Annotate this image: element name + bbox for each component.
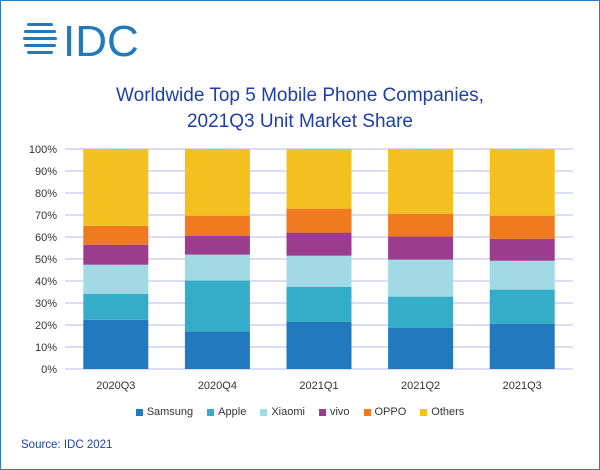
bar-segment-vivo bbox=[388, 236, 454, 260]
bar-segment-vivo bbox=[286, 232, 352, 256]
legend-label: vivo bbox=[329, 406, 350, 418]
bar-segment-vivo bbox=[489, 238, 555, 261]
y-tick-label: 50% bbox=[35, 254, 57, 266]
legend-swatch bbox=[318, 408, 326, 416]
bar-segment-apple bbox=[286, 286, 352, 322]
x-tick-label: 2021Q1 bbox=[299, 380, 338, 392]
legend-swatch bbox=[207, 408, 215, 416]
legend-item: vivo bbox=[318, 406, 350, 418]
legend-label: Xiaomi bbox=[271, 406, 305, 418]
bar-segment-apple bbox=[184, 280, 250, 332]
bar-segment-others bbox=[286, 149, 352, 209]
bar-segment-oppo bbox=[83, 225, 149, 245]
bar-segment-samsung bbox=[286, 321, 352, 369]
bar-segment-oppo bbox=[184, 215, 250, 236]
x-tick-label: 2021Q3 bbox=[503, 380, 542, 392]
y-tick-label: 80% bbox=[35, 188, 57, 200]
bar-segment-apple bbox=[388, 296, 454, 328]
legend-label: OPPO bbox=[374, 406, 407, 418]
legend-swatch bbox=[135, 408, 143, 416]
legend-swatch bbox=[260, 408, 268, 416]
bar-segment-apple bbox=[489, 289, 555, 324]
bar-segment-others bbox=[184, 149, 250, 216]
svg-text:IDC: IDC bbox=[63, 17, 139, 63]
bar-segment-xiaomi bbox=[388, 259, 454, 297]
bar-segment-oppo bbox=[388, 213, 454, 237]
bar-segment-vivo bbox=[184, 235, 250, 255]
chart-title-line-2: 2021Q3 Unit Market Share bbox=[186, 111, 413, 132]
legend-item: Samsung bbox=[135, 406, 194, 418]
y-tick-label: 60% bbox=[35, 232, 57, 244]
legend-swatch bbox=[420, 408, 428, 416]
legend-item: Apple bbox=[207, 406, 246, 418]
legend-item: OPPO bbox=[363, 406, 407, 418]
legend: Samsung Apple Xiaomi vivo OPPO Others bbox=[1, 406, 599, 418]
y-tick-label: 100% bbox=[29, 144, 57, 156]
bar-segment-others bbox=[83, 149, 149, 226]
bar-segment-xiaomi bbox=[489, 260, 555, 290]
bar-segment-oppo bbox=[286, 208, 352, 233]
bar-segment-samsung bbox=[489, 323, 555, 369]
legend-label: Others bbox=[431, 406, 465, 418]
chart-title-line-1: Worldwide Top 5 Mobile Phone Companies, bbox=[116, 85, 484, 106]
y-tick-label: 30% bbox=[35, 298, 57, 310]
bar-segment-samsung bbox=[83, 319, 149, 369]
legend-item: Others bbox=[420, 406, 464, 418]
bar-segment-apple bbox=[83, 293, 149, 320]
bar-segment-others bbox=[388, 149, 454, 214]
bar-segment-oppo bbox=[489, 215, 555, 239]
y-tick-label: 0% bbox=[41, 364, 57, 376]
x-tick-label: 2020Q4 bbox=[198, 380, 237, 392]
y-tick-label: 40% bbox=[35, 276, 57, 288]
legend-label: Apple bbox=[218, 406, 247, 418]
y-tick-label: 20% bbox=[35, 320, 57, 332]
idc-logo: IDC bbox=[23, 17, 139, 63]
bar-segment-vivo bbox=[83, 244, 149, 265]
legend-label: Samsung bbox=[146, 406, 194, 418]
bar-segment-samsung bbox=[388, 327, 454, 369]
bar-segment-others bbox=[489, 149, 555, 216]
x-tick-label: 2021Q2 bbox=[401, 380, 440, 392]
x-tick-label: 2020Q3 bbox=[96, 380, 135, 392]
bar-segment-xiaomi bbox=[83, 264, 149, 294]
y-tick-label: 90% bbox=[35, 166, 57, 178]
chart-plot: 0% 10% 20% 30% 40% 50% 60% 70% 80% 90% 100% 2020Q3 2… bbox=[29, 144, 573, 392]
source-note: Source: IDC 2021 bbox=[21, 439, 113, 451]
bar-segment-xiaomi bbox=[286, 255, 352, 287]
y-tick-label: 10% bbox=[35, 342, 57, 354]
bar-segment-samsung bbox=[184, 331, 250, 369]
bar-segment-xiaomi bbox=[184, 254, 250, 281]
chart-title: Worldwide Top 5 Mobile Phone Companies, … bbox=[1, 83, 599, 135]
y-tick-label: 70% bbox=[35, 210, 57, 222]
legend-swatch bbox=[363, 408, 371, 416]
legend-item: Xiaomi bbox=[260, 406, 305, 418]
